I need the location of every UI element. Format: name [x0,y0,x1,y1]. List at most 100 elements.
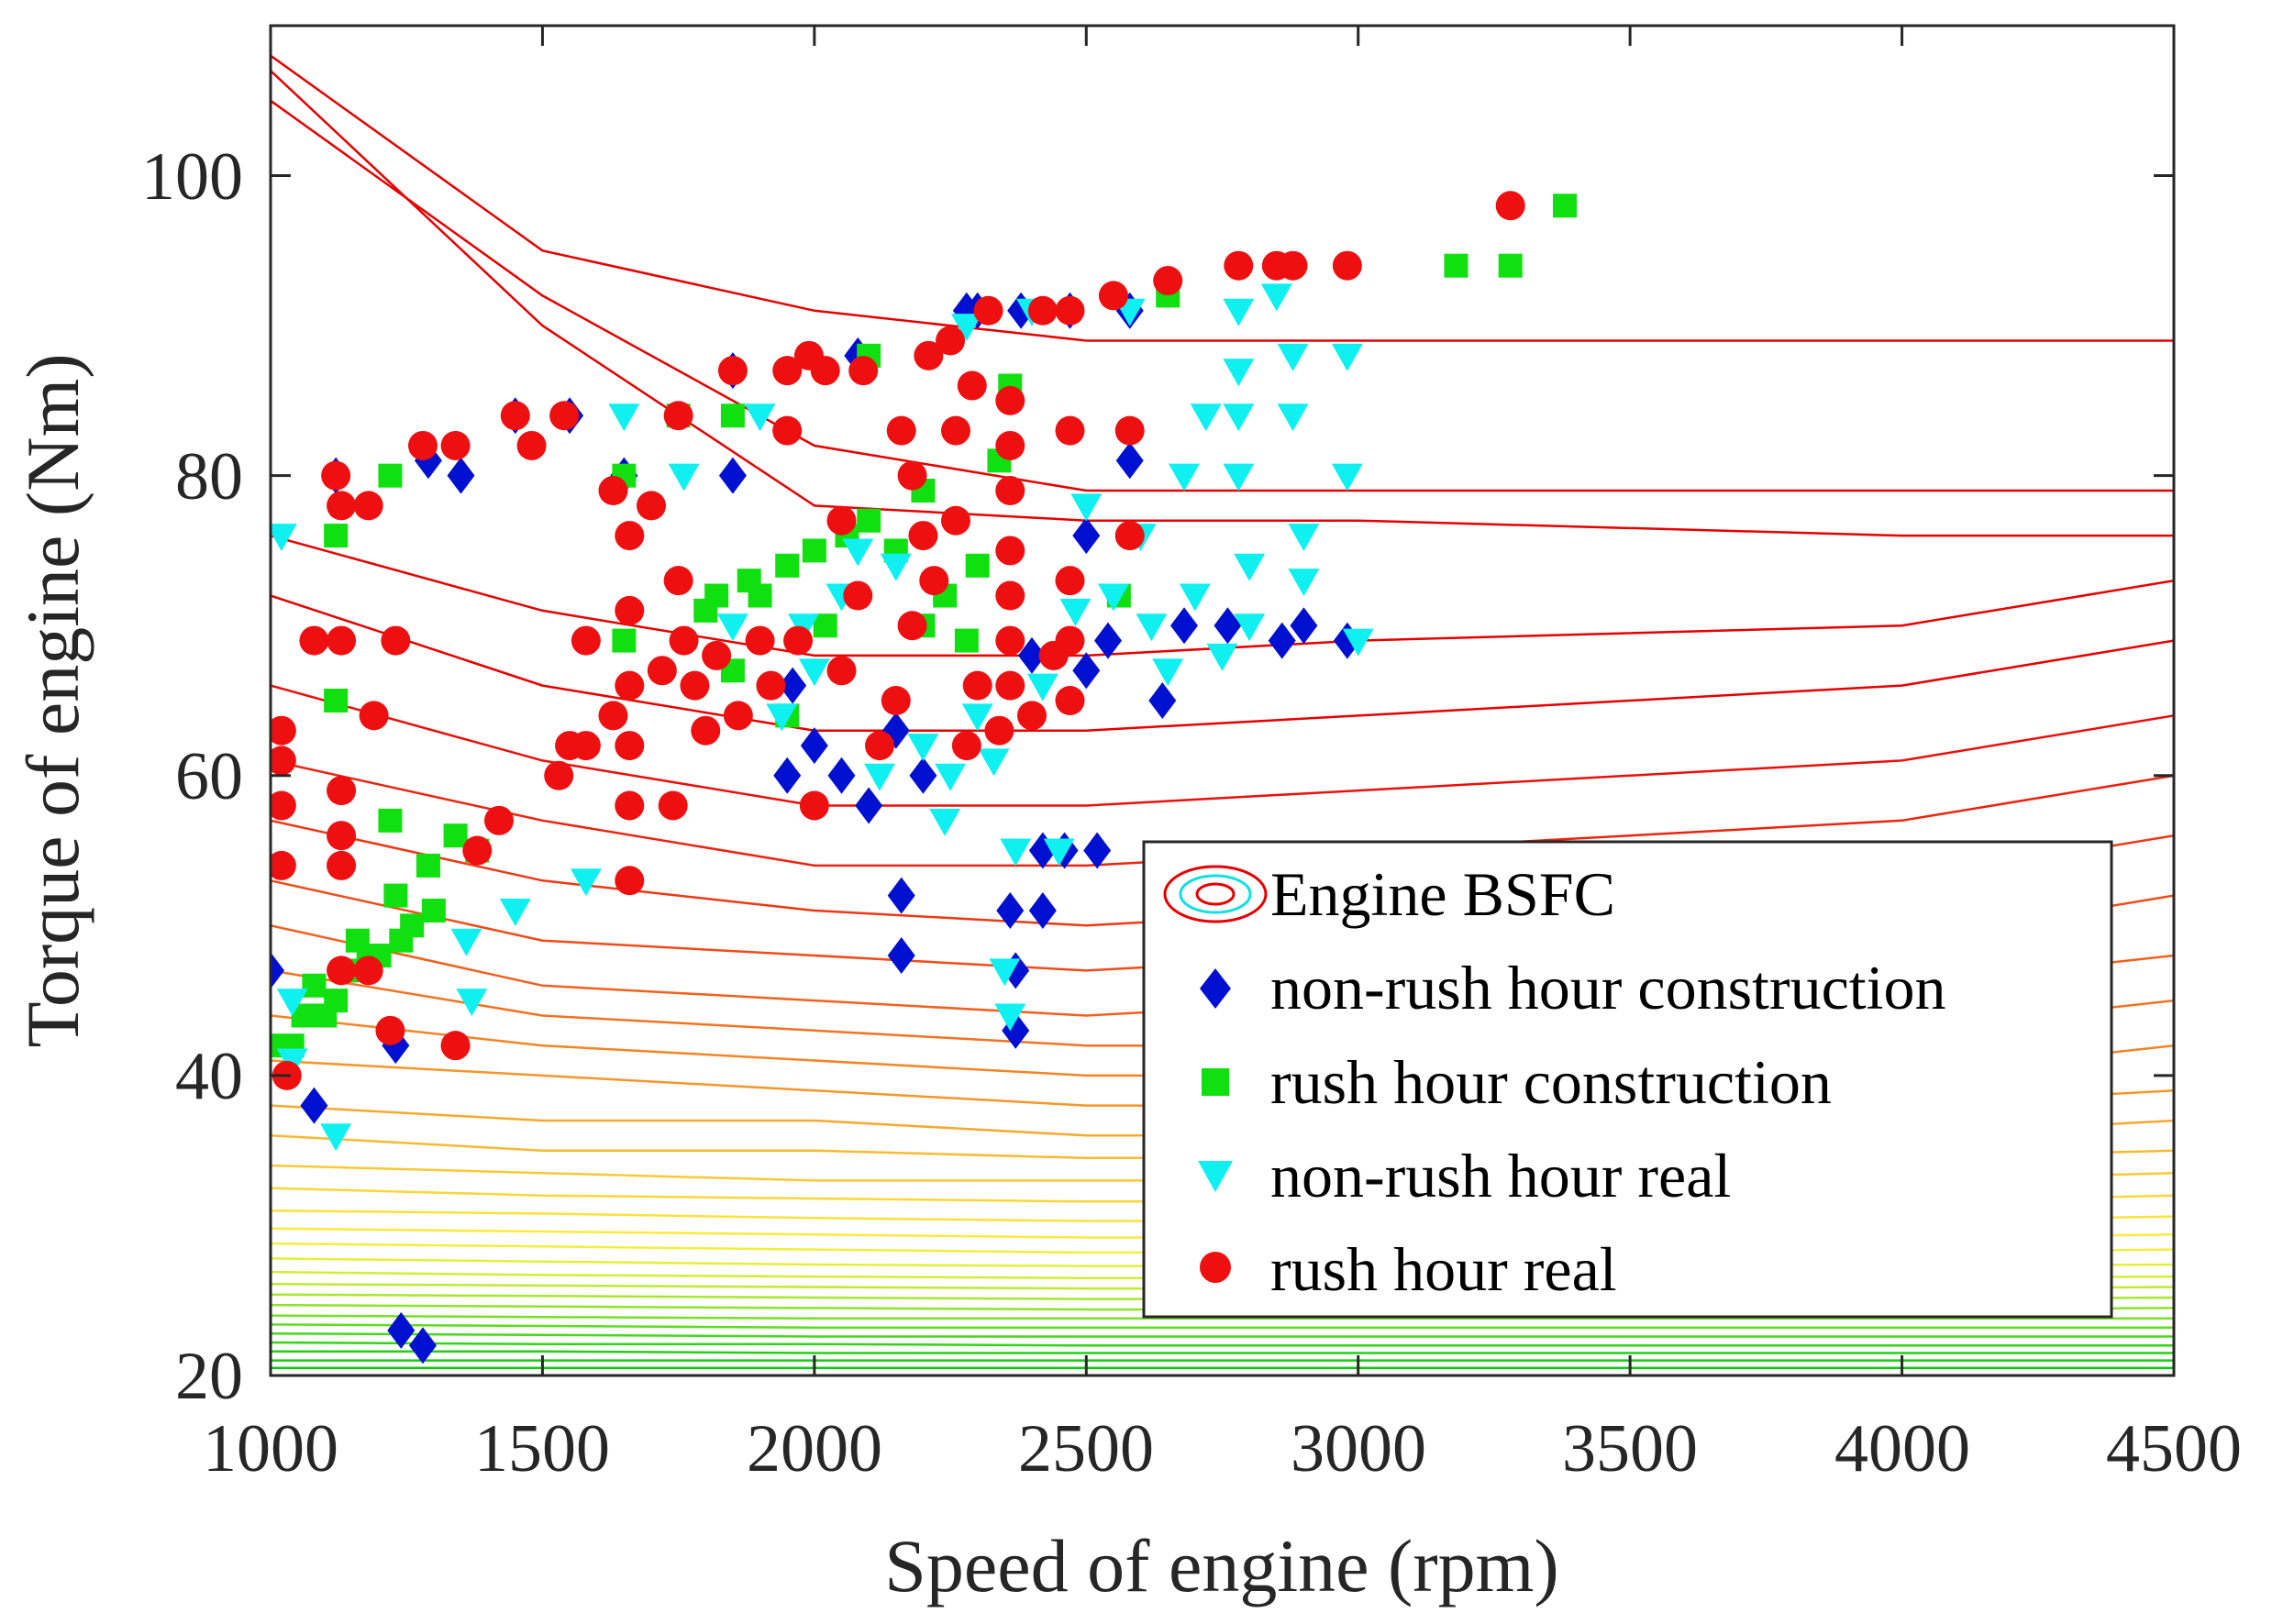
circle-point [615,521,645,551]
square-point [416,853,440,878]
x-tick-labels: 1000 1500 2000 2500 3000 3500 4000 4500 [203,1411,2242,1486]
series-rush-hour-real [271,191,1525,1090]
square-point [378,463,403,488]
triangle-down-point [570,868,602,897]
triangle-down-point [716,613,748,642]
square-point [954,628,979,653]
circle-point [1332,250,1362,281]
y-tick-labels: 20 40 60 80 100 [141,139,243,1414]
diamond-point [447,457,475,494]
circle-point [615,595,645,625]
circle-point [995,430,1025,460]
circle-point [962,670,992,701]
circle-point [984,715,1014,746]
diamond-point [827,757,856,794]
x-tick-label: 4000 [1834,1411,1970,1486]
square-point [775,553,800,578]
circle-point [865,731,894,761]
circle-point [843,580,873,611]
triangle-down-point [1000,838,1032,867]
square-point [612,628,637,653]
triangle-down-point [1026,673,1058,702]
legend-label: non-rush hour construction [1270,953,1946,1022]
diamond-point [300,1087,328,1124]
circle-point [848,356,879,386]
triangle-down-point [1234,613,1266,642]
circle-point [516,430,547,460]
diamond-point [1072,652,1101,690]
triangle-down-point [798,658,830,687]
triangle-down-point [978,748,1010,777]
legend: Engine BSFC non-rush hour construction r… [1142,840,2113,1319]
y-tick-label: 40 [175,1039,243,1114]
square-point [324,989,349,1013]
circle-point [440,430,471,460]
circle-point [327,821,357,851]
circle-point [408,430,438,460]
circle-point [440,1031,471,1061]
circle-point [995,476,1025,506]
circle-point [723,701,753,731]
legend-entry-non-rush-real: non-rush hour real [1198,1141,1731,1210]
triangle-down-point [1288,524,1320,552]
square-point [720,403,745,428]
triangle-down-point [766,703,798,732]
circle-point [571,731,601,761]
triangle-down-point [1223,359,1255,387]
triangle-down-point [276,989,308,1017]
circle-point [941,505,970,536]
square-point [378,808,403,833]
circle-point [1055,295,1085,326]
circle-point [462,835,493,866]
triangle-down-marker-icon [1198,1161,1233,1192]
bsfc-contour-line [271,1323,2174,1329]
triangle-down-point [1179,583,1211,612]
circle-point [1098,281,1128,311]
diamond-point [1018,636,1046,674]
contour-ellipse-icon [1163,865,1268,923]
circle-point [327,850,357,880]
circle-point [1055,415,1085,446]
triangle-down-point [456,989,488,1017]
circle-point [321,460,351,491]
diamond-point [779,667,807,704]
circle-point [1114,521,1145,551]
square-point [324,689,349,713]
circle-point [914,340,944,370]
triangle-down-point [1206,643,1238,671]
triangle-down-point [880,553,912,581]
circle-point [1114,415,1145,446]
triangle-down-point [1097,583,1129,612]
circle-point [897,460,927,491]
circle-point [680,670,710,701]
bsfc-contour-line [271,1350,2174,1354]
triangle-down-point [864,763,895,791]
circle-point [615,790,645,821]
circle-point [375,1015,405,1045]
circle-point [549,401,580,431]
diamond-point [1072,517,1101,555]
circle-point [995,625,1025,656]
triangle-down-point [1260,283,1292,312]
diamond-point [1083,832,1112,869]
triangle-down-point [1043,838,1075,867]
y-tick-label: 20 [175,1339,243,1414]
circle-point [353,956,383,986]
triangle-down-point [929,808,961,836]
circle-point [1224,250,1254,281]
diamond-point [996,891,1025,929]
circle-point [658,790,688,821]
triangle-down-point [1277,403,1309,432]
triangle-down-point [994,1003,1026,1032]
diamond-point [855,787,883,824]
circle-point [615,670,645,701]
y-axis-title: Torque of engine (Nm) [11,353,94,1047]
circle-point [327,625,357,656]
y-tick-label: 100 [141,139,243,215]
bsfc-contour-line [271,1341,2174,1347]
diamond-point [271,952,284,989]
legend-label: rush hour real [1270,1234,1617,1304]
triangle-down-point [1136,613,1168,642]
legend-entry-rush-construction: rush hour construction [1202,1047,1832,1117]
